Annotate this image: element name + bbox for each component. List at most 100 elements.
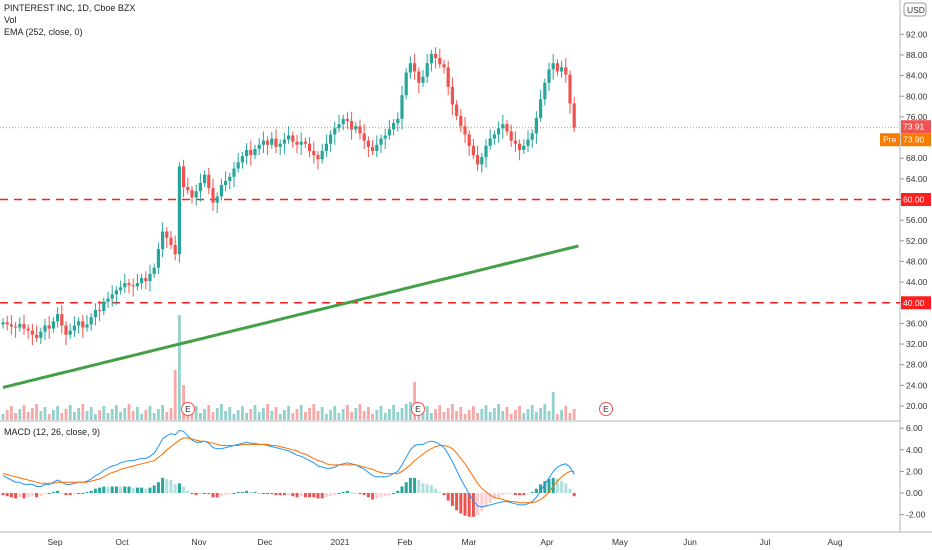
macd-histogram-bar — [177, 483, 181, 493]
volume-bar — [371, 414, 374, 420]
candle-body — [509, 131, 513, 141]
macd-histogram-bar — [333, 493, 337, 496]
macd-histogram-bar — [47, 493, 51, 495]
volume-bar — [295, 409, 299, 420]
candle-body — [501, 124, 505, 129]
volume-bar — [106, 413, 110, 420]
macd-histogram-bar — [371, 493, 375, 500]
time-tick-label: Sep — [47, 537, 62, 547]
volume-bar — [26, 412, 30, 420]
macd-histogram-bar — [152, 485, 156, 493]
candle-body — [144, 277, 148, 282]
candle-body — [366, 140, 370, 147]
volume-bar — [400, 408, 404, 420]
candle-body — [68, 330, 72, 335]
candle-body — [299, 141, 303, 145]
earnings-marker-label: E — [415, 404, 421, 414]
candle-body — [219, 185, 223, 197]
volume-bar — [123, 408, 127, 420]
price-tag-label: 60.00 — [903, 195, 925, 205]
volume-bar — [169, 408, 173, 420]
volume-bar — [329, 410, 332, 420]
volume-bar — [144, 410, 148, 420]
macd-histogram-bar — [358, 493, 362, 495]
volume-bar — [283, 410, 286, 420]
volume-bar — [287, 406, 290, 420]
candle-body — [110, 294, 114, 299]
ema-legend: EMA (252, close, 0) — [4, 27, 83, 37]
volume-bar — [493, 408, 496, 420]
candle-body — [379, 138, 383, 145]
candle-body — [39, 331, 43, 338]
price-tag — [901, 193, 931, 206]
price-tag — [901, 133, 931, 147]
candle-body — [77, 321, 81, 326]
candle-body — [232, 168, 236, 177]
macd-histogram-bar — [245, 490, 249, 493]
candle-body — [404, 72, 408, 96]
candle-body — [114, 290, 118, 295]
candle-body — [316, 155, 320, 160]
candle-body — [5, 322, 9, 325]
time-tick-label: Nov — [191, 537, 207, 547]
volume-bar — [341, 409, 345, 420]
price-tag-label: 73.90 — [903, 135, 925, 145]
macd-tick-label: -2.00 — [906, 510, 926, 520]
volume-bar — [18, 409, 22, 420]
macd-histogram-bar — [455, 493, 459, 511]
macd-histogram-bar — [387, 493, 391, 496]
candle-body — [459, 115, 463, 127]
candle-body — [60, 314, 64, 326]
candle-body — [177, 166, 181, 255]
volume-bar — [535, 412, 538, 420]
volume-bar — [161, 405, 164, 420]
candle-body — [337, 124, 341, 129]
candle-body — [278, 143, 282, 147]
candle-body — [85, 324, 89, 328]
price-tick-label: 32.00 — [906, 339, 928, 349]
candle-body — [442, 64, 446, 68]
macd-histogram-bar — [98, 487, 102, 493]
candle-body — [18, 323, 22, 328]
macd-histogram-bar — [131, 487, 135, 493]
macd-histogram-bar — [102, 486, 106, 493]
candle-body — [434, 53, 438, 59]
macd-histogram-bar — [240, 491, 244, 493]
macd-histogram-bar — [190, 493, 194, 495]
macd-histogram-bar — [253, 491, 257, 493]
volume-bar — [459, 407, 463, 420]
candle-body — [375, 144, 379, 151]
macd-histogram-bar — [278, 493, 282, 496]
candle-body — [240, 156, 244, 163]
volume-bar — [304, 412, 307, 420]
macd-histogram-bar — [18, 493, 22, 498]
candle-body — [249, 149, 253, 156]
macd-histogram-bar — [417, 480, 421, 493]
candle-body — [476, 155, 480, 165]
candle-body — [236, 162, 240, 169]
volume-bar — [199, 413, 202, 420]
volume-bar — [358, 404, 362, 420]
macd-histogram-bar — [291, 493, 295, 497]
volume-bar — [337, 413, 341, 420]
volume-bar — [127, 404, 131, 420]
macd-histogram-bar — [513, 493, 517, 496]
macd-histogram-bar — [572, 493, 576, 497]
volume-bar — [509, 414, 513, 420]
volume-bar — [5, 410, 9, 420]
volume-bar — [274, 407, 278, 420]
pre-market-label: Pre — [883, 135, 897, 145]
volume-bar — [518, 406, 521, 420]
candle-body — [513, 140, 517, 144]
candle-body — [64, 325, 68, 335]
volume-bar — [262, 408, 265, 420]
time-tick-label: 2021 — [331, 537, 350, 547]
candle-body — [152, 267, 156, 274]
candle-body — [165, 231, 169, 238]
volume-bar — [253, 405, 257, 420]
macd-histogram-bar — [421, 483, 425, 493]
volume-bar — [14, 413, 17, 420]
macd-histogram-bar — [350, 491, 354, 493]
candle-body — [413, 63, 417, 72]
